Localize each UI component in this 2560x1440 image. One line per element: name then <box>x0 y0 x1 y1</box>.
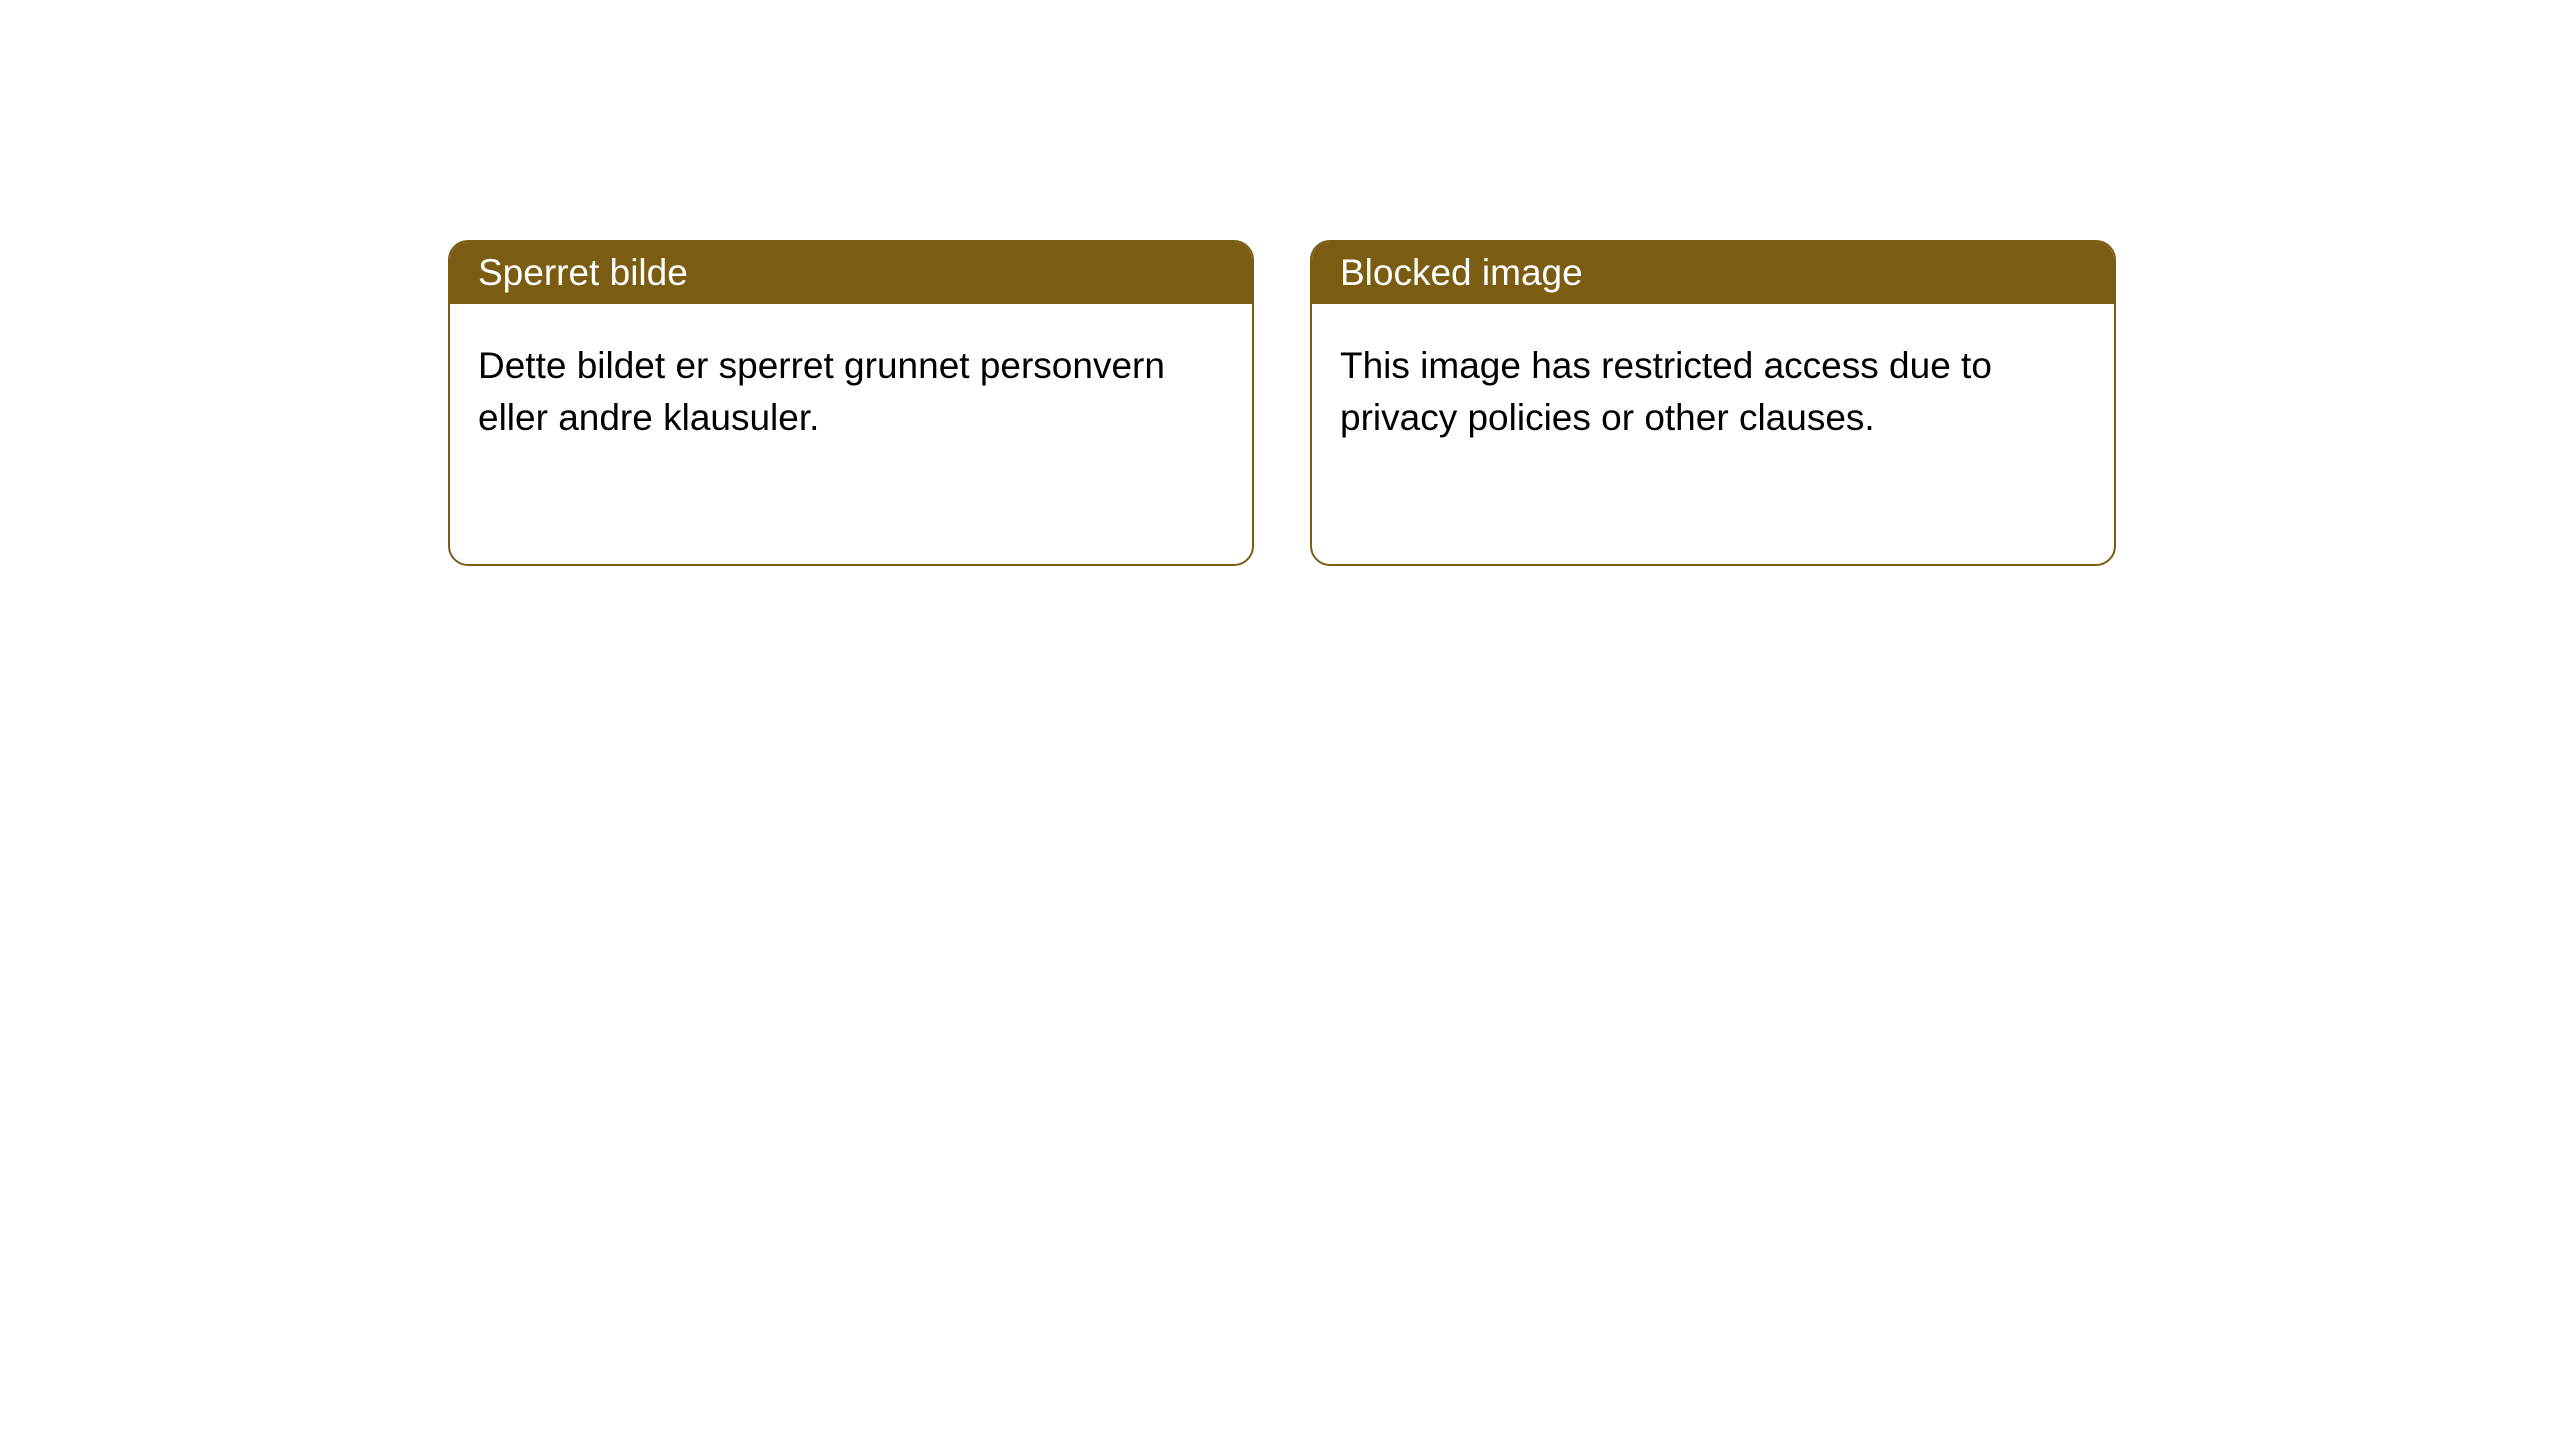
notice-title: Sperret bilde <box>450 242 1252 304</box>
notice-container: Sperret bilde Dette bildet er sperret gr… <box>0 0 2560 566</box>
notice-card-english: Blocked image This image has restricted … <box>1310 240 2116 566</box>
notice-body: Dette bildet er sperret grunnet personve… <box>450 304 1252 564</box>
notice-card-norwegian: Sperret bilde Dette bildet er sperret gr… <box>448 240 1254 566</box>
notice-title: Blocked image <box>1312 242 2114 304</box>
notice-body: This image has restricted access due to … <box>1312 304 2114 564</box>
